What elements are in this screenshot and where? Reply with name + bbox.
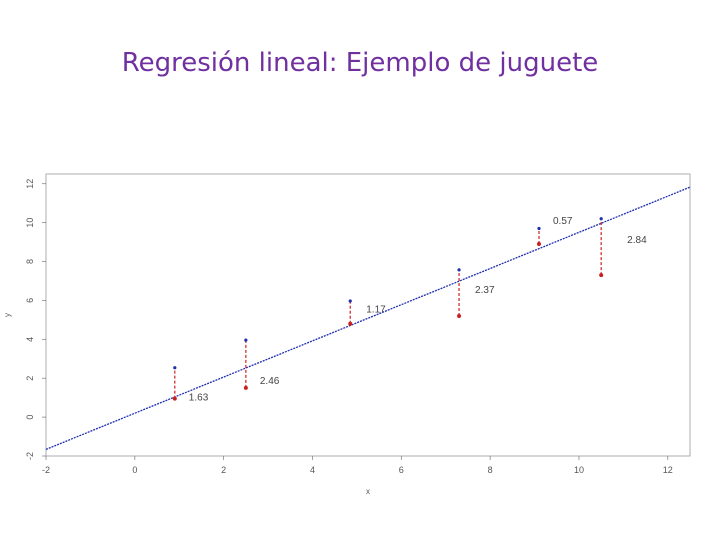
x-tick-label: 6	[399, 465, 404, 475]
y-tick-label: 10	[25, 218, 35, 228]
ticks-layer: -2 0 2 4 6 8 10 12 -2 0 2 4 6 8 10 12	[25, 179, 673, 475]
fitted-point	[599, 217, 603, 221]
fitted-point	[348, 299, 352, 303]
x-tick-label: -2	[42, 465, 50, 475]
y-tick-label: 6	[25, 298, 35, 303]
plot-frame	[45, 173, 691, 457]
residual-label: 2.84	[627, 235, 647, 246]
residual-label: 2.37	[475, 285, 495, 296]
y-tick-label: 2	[25, 376, 35, 381]
y-tick-label: 8	[25, 259, 35, 264]
residual-label: 1.17	[366, 304, 386, 315]
slide-title: Regresión lineal: Ejemplo de juguete	[121, 48, 599, 78]
fitted-point	[537, 226, 541, 231]
residual-label: 2.46	[260, 376, 280, 387]
points-layer: 1.63 2.46 1.17 2.37 0.57 2.84	[172, 216, 647, 404]
residual-label: 0.57	[553, 216, 573, 227]
y-tick-label: 4	[25, 337, 35, 342]
x-tick-label: 12	[663, 465, 673, 475]
observed-point	[457, 313, 462, 318]
observed-point	[536, 242, 541, 247]
regression-line	[45, 186, 691, 450]
fitted-point	[173, 366, 177, 370]
y-tick-label: 0	[25, 415, 35, 420]
observed-point	[348, 321, 353, 326]
observed-point	[599, 273, 604, 278]
regression-layer	[45, 186, 691, 450]
x-tick-label: 8	[488, 465, 493, 475]
x-tick-label: 10	[574, 465, 584, 475]
x-tick-label: 4	[310, 465, 315, 475]
residual-label: 1.63	[189, 393, 209, 404]
y-tick-label: 12	[25, 179, 35, 189]
y-tick-label: -2	[25, 452, 35, 460]
x-tick-label: 0	[132, 465, 137, 475]
fitted-point	[244, 338, 248, 342]
y-axis-label: y	[3, 313, 12, 317]
fitted-point	[457, 268, 461, 272]
x-tick-label: 2	[221, 465, 226, 475]
x-axis-label: x	[366, 487, 370, 496]
observed-point	[172, 396, 177, 401]
observed-point	[243, 385, 248, 390]
